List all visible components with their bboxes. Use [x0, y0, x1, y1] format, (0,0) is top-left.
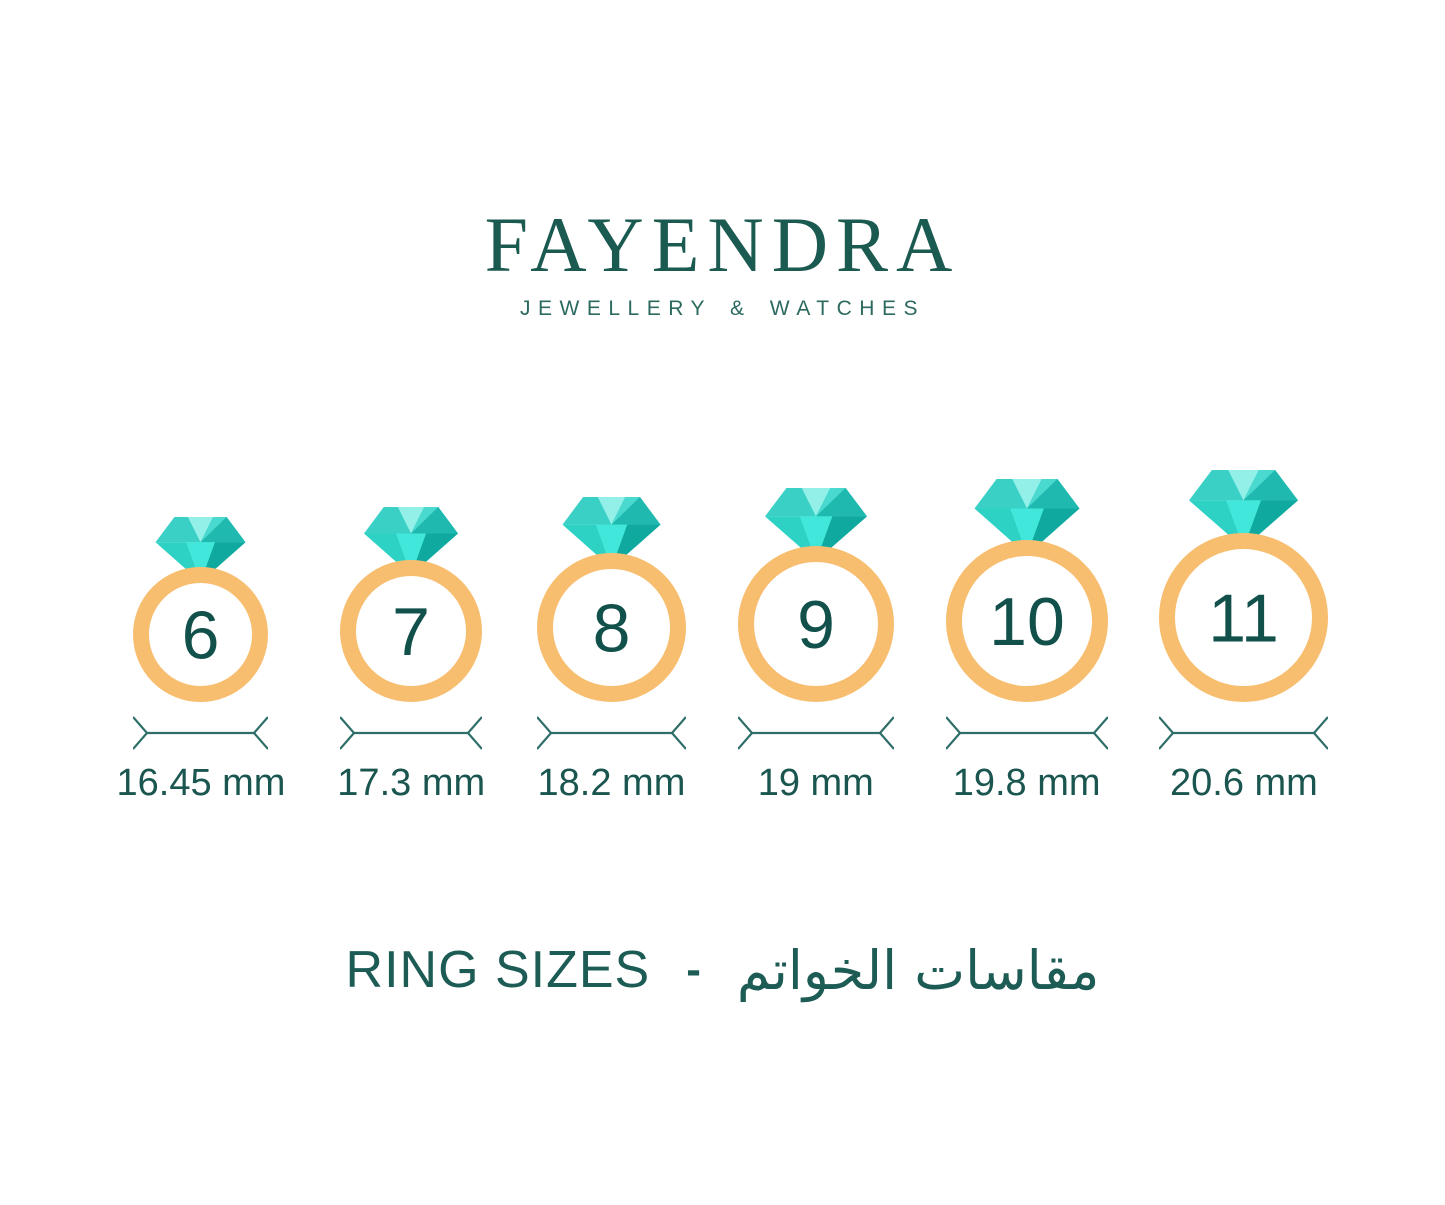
ring-diameter-label: 18.2 mm — [537, 762, 686, 804]
diamond-gem-icon — [562, 497, 661, 568]
diamond-gem-icon — [764, 488, 867, 561]
dimension-arrow-icon — [133, 716, 269, 750]
ring-diameter-label: 19 mm — [757, 762, 874, 804]
dimension-arrow-icon — [536, 716, 686, 750]
ring-band — [1159, 533, 1329, 702]
dimension-arrow-icon — [1159, 716, 1329, 750]
chart-title: RING SIZES - مقاسات الخواتم — [0, 939, 1445, 1002]
ring-size-number: 9 — [797, 587, 835, 663]
brand-header: FAYENDRA JEWELLERY & WATCHES — [0, 0, 1445, 321]
ring-illustration-size-9: 9 — [737, 488, 894, 702]
ring-size-chart: 6 16.45 mm 7 17.3 mm 8 18.2 mm 9 19 mm 10 19.8 mm… — [117, 470, 1329, 805]
diamond-gem-icon — [1189, 470, 1299, 548]
dimension-arrow-icon — [737, 716, 894, 750]
ring-item-size-11: 11 20.6 mm — [1159, 470, 1329, 805]
dimension-arrow-icon — [340, 716, 483, 750]
ring-size-number: 6 — [182, 598, 220, 674]
ring-illustration-size-6: 6 — [133, 517, 269, 702]
diamond-gem-icon — [155, 517, 246, 582]
ring-item-size-7: 7 17.3 mm — [337, 507, 485, 805]
ring-item-size-6: 6 16.45 mm — [116, 517, 286, 805]
ring-diameter-label: 20.6 mm — [1170, 762, 1318, 804]
chart-title-arabic: مقاسات الخواتم — [736, 938, 1100, 1002]
ring-item-size-10: 10 19.8 mm — [945, 479, 1108, 805]
ring-size-number: 11 — [1209, 581, 1280, 657]
ring-band — [945, 540, 1108, 702]
ring-band — [340, 560, 483, 702]
chart-title-english: RING SIZES — [345, 941, 651, 1000]
ring-illustration-size-10: 10 — [945, 479, 1108, 702]
ring-band — [737, 546, 894, 702]
ring-diameter-label: 17.3 mm — [337, 762, 486, 804]
ring-diameter-label: 19.8 mm — [952, 762, 1101, 804]
title-separator-dash: - — [686, 945, 701, 995]
ring-item-size-9: 9 19 mm — [737, 488, 894, 805]
ring-illustration-size-7: 7 — [340, 507, 483, 702]
ring-illustration-size-11: 11 — [1159, 470, 1329, 702]
ring-diameter-label: 16.45 mm — [116, 762, 286, 804]
ring-band — [133, 567, 269, 702]
ring-size-number: 10 — [989, 584, 1065, 660]
brand-tagline: JEWELLERY & WATCHES — [520, 297, 925, 320]
brand-logo: FAYENDRA — [484, 201, 961, 288]
ring-size-number: 8 — [593, 591, 631, 667]
ring-illustration-size-8: 8 — [536, 497, 686, 702]
ring-item-size-8: 8 18.2 mm — [536, 497, 686, 805]
ring-band — [536, 553, 686, 702]
ring-size-number: 7 — [392, 594, 430, 670]
dimension-arrow-icon — [945, 716, 1108, 750]
